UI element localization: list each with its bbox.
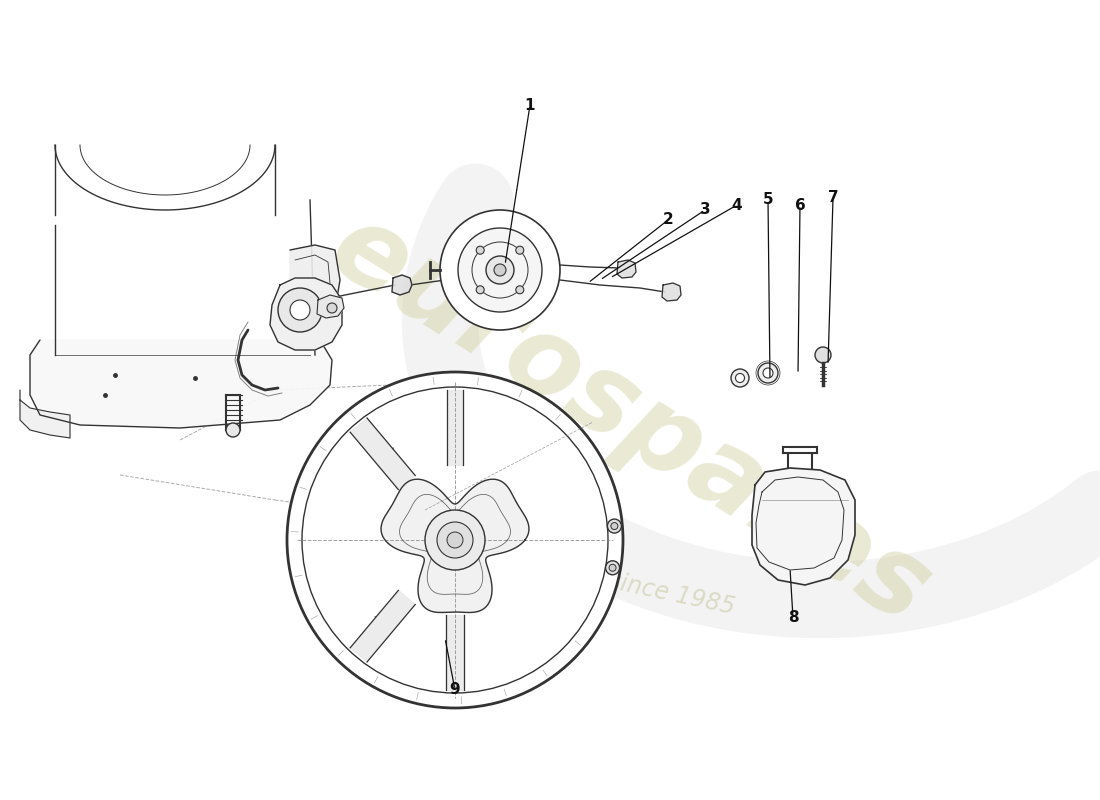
Circle shape [226, 423, 240, 437]
Circle shape [476, 246, 484, 254]
Text: 9: 9 [450, 682, 460, 698]
Circle shape [425, 510, 485, 570]
Polygon shape [317, 295, 344, 318]
Circle shape [476, 286, 484, 294]
Circle shape [290, 300, 310, 320]
Circle shape [447, 532, 463, 548]
Text: 3: 3 [700, 202, 711, 218]
Circle shape [486, 256, 514, 284]
Circle shape [494, 264, 506, 276]
Text: 2: 2 [662, 213, 673, 227]
Polygon shape [446, 615, 464, 690]
Text: eurospares: eurospares [311, 194, 948, 646]
Polygon shape [30, 340, 332, 428]
Circle shape [287, 372, 623, 708]
Circle shape [763, 368, 773, 378]
Polygon shape [752, 468, 855, 585]
Polygon shape [381, 479, 529, 613]
Circle shape [758, 363, 778, 383]
Polygon shape [350, 590, 415, 662]
Text: a passion for parts since 1985: a passion for parts since 1985 [383, 521, 737, 619]
Circle shape [732, 369, 749, 387]
Circle shape [607, 519, 621, 533]
Circle shape [458, 228, 542, 312]
Polygon shape [492, 263, 512, 283]
Text: 8: 8 [788, 610, 799, 626]
Text: 1: 1 [525, 98, 536, 113]
Polygon shape [662, 283, 681, 301]
Circle shape [516, 286, 524, 294]
Polygon shape [20, 390, 70, 438]
Text: 6: 6 [794, 198, 805, 213]
Circle shape [606, 561, 619, 574]
Polygon shape [350, 418, 415, 490]
Circle shape [815, 347, 830, 363]
Circle shape [327, 303, 337, 313]
Circle shape [516, 246, 524, 254]
Polygon shape [290, 245, 340, 320]
Text: 5: 5 [762, 193, 773, 207]
Circle shape [278, 288, 322, 332]
Text: 4: 4 [732, 198, 742, 213]
Circle shape [610, 522, 618, 530]
Polygon shape [392, 275, 412, 295]
Polygon shape [447, 390, 463, 465]
Polygon shape [270, 278, 342, 350]
Circle shape [609, 564, 616, 571]
Circle shape [437, 522, 473, 558]
Circle shape [736, 374, 745, 382]
Text: 7: 7 [827, 190, 838, 206]
Circle shape [440, 210, 560, 330]
Polygon shape [617, 260, 636, 278]
